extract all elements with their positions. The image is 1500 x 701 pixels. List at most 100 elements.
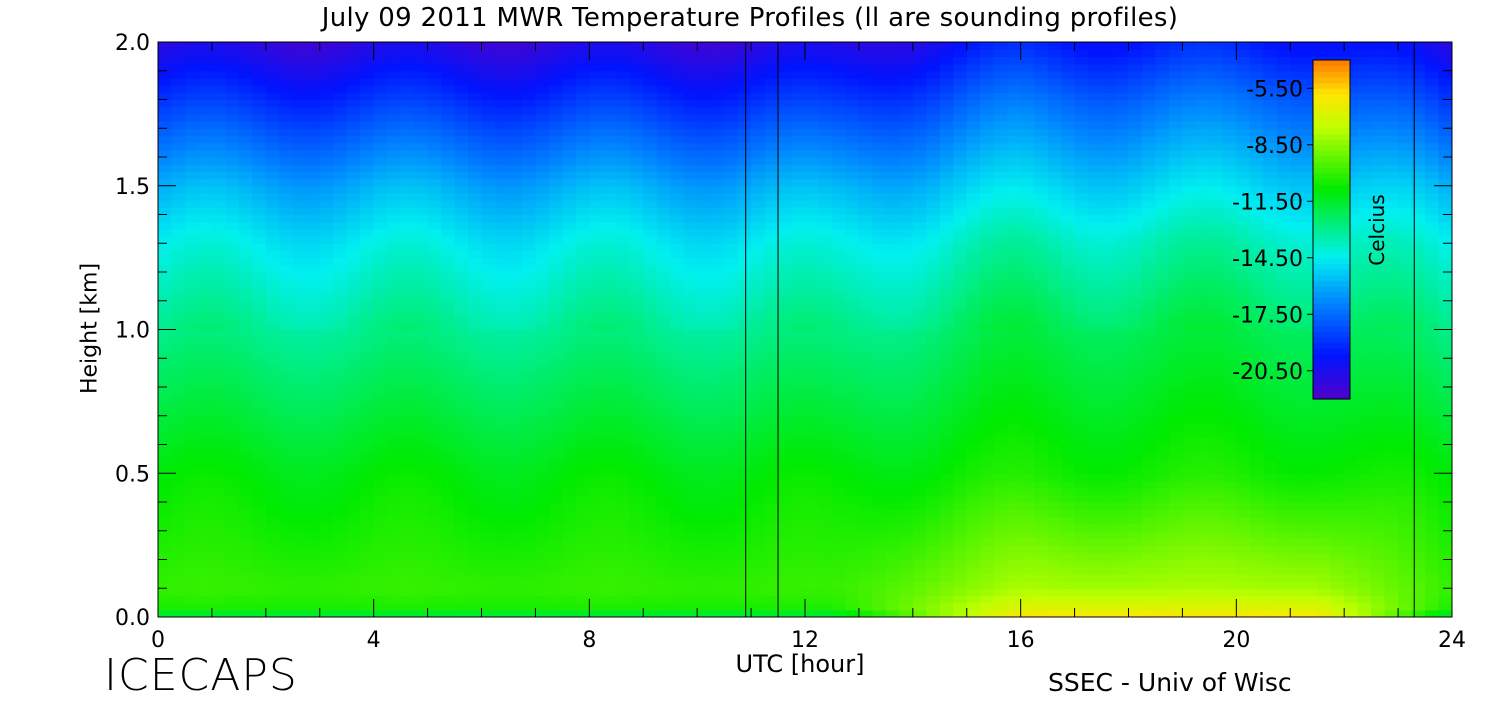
heatmap-cell: [360, 573, 375, 582]
heatmap-cell: [764, 444, 779, 453]
heatmap-cell: [616, 56, 631, 65]
heatmap-cell: [427, 142, 442, 151]
heatmap-cell: [872, 128, 887, 137]
heatmap-cell: [400, 286, 415, 295]
heatmap-cell: [805, 365, 820, 374]
heatmap-cell: [670, 545, 685, 553]
heatmap-cell: [737, 537, 752, 546]
heatmap-cell: [184, 516, 200, 525]
heatmap-cell: [373, 365, 388, 374]
heatmap-cell: [616, 566, 631, 575]
heatmap-cell: [616, 358, 631, 367]
heatmap-cell: [805, 408, 820, 417]
heatmap-cell: [387, 379, 402, 388]
heatmap-cell: [265, 509, 280, 517]
heatmap-cell: [629, 444, 644, 453]
heatmap-cell: [508, 178, 523, 187]
heatmap-cell: [616, 444, 631, 453]
heatmap-cell: [697, 351, 712, 359]
heatmap-cell: [683, 444, 698, 453]
heatmap-cell: [292, 49, 307, 57]
heatmap-cell: [427, 444, 442, 453]
heatmap-cell: [953, 63, 968, 72]
heatmap-cell: [171, 595, 186, 604]
heatmap-cell: [508, 315, 523, 323]
heatmap-cell: [831, 372, 847, 381]
heatmap-cell: [953, 458, 968, 467]
heatmap-cell: [643, 121, 658, 129]
heatmap-cell: [831, 272, 847, 280]
heatmap-cell: [912, 70, 927, 79]
heatmap-cell: [252, 236, 267, 244]
heatmap-cell: [238, 85, 253, 93]
heatmap-cell: [306, 228, 321, 237]
heatmap-cell: [710, 56, 725, 65]
heatmap-cell: [966, 372, 981, 381]
heatmap-cell: [279, 200, 294, 208]
heatmap-cell: [818, 228, 833, 237]
heatmap-cell: [656, 293, 671, 302]
heatmap-cell: [319, 315, 334, 323]
heatmap-cell: [238, 437, 253, 446]
heatmap-cell: [831, 379, 847, 388]
heatmap-cell: [939, 200, 954, 208]
heatmap-cell: [724, 228, 739, 237]
heatmap-cell: [858, 552, 873, 561]
heatmap-cell: [279, 286, 294, 295]
heatmap-cell: [279, 207, 294, 216]
heatmap-cell: [791, 135, 806, 144]
heatmap-cell: [953, 315, 968, 323]
heatmap-cell: [238, 250, 253, 259]
heatmap-cell: [885, 408, 900, 417]
heatmap-cell: [171, 42, 186, 50]
heatmap-cell: [373, 128, 388, 137]
heatmap-cell: [333, 228, 348, 237]
heatmap-cell: [427, 185, 442, 194]
heatmap-cell: [441, 207, 456, 216]
heatmap-cell: [643, 192, 658, 201]
heatmap-cell: [899, 379, 914, 388]
heatmap-cell: [333, 480, 348, 489]
heatmap-cell: [791, 573, 806, 582]
heatmap-cell: [427, 63, 442, 72]
heatmap-cell: [521, 466, 537, 474]
heatmap-cell: [818, 200, 833, 208]
heatmap-cell: [602, 286, 617, 295]
heatmap-cell: [629, 329, 644, 338]
heatmap-cell: [912, 595, 927, 604]
heatmap-cell: [643, 221, 658, 230]
heatmap-cell: [845, 588, 860, 597]
heatmap-cell: [751, 480, 766, 489]
heatmap-cell: [993, 372, 1008, 381]
heatmap-cell: [427, 480, 442, 489]
heatmap-cell: [778, 343, 793, 352]
heatmap-cell: [683, 437, 698, 446]
heatmap-cell: [751, 358, 766, 367]
heatmap-cell: [292, 588, 307, 597]
heatmap-cell: [333, 257, 348, 266]
heatmap-cell: [926, 523, 941, 532]
heatmap-cell: [939, 473, 954, 482]
heatmap-cell: [791, 351, 806, 359]
heatmap-cell: [548, 394, 563, 402]
heatmap-cell: [751, 394, 766, 402]
heatmap-cell: [629, 135, 644, 144]
heatmap-cell: [521, 171, 537, 180]
heatmap-cell: [818, 408, 833, 417]
heatmap-cell: [805, 552, 820, 561]
heatmap-cell: [710, 581, 725, 589]
heatmap-cell: [737, 437, 752, 446]
heatmap-cell: [198, 537, 213, 546]
heatmap-cell: [535, 372, 550, 381]
heatmap-cell: [252, 307, 267, 316]
heatmap-cell: [454, 343, 469, 352]
heatmap-cell: [575, 372, 590, 381]
heatmap-cell: [319, 502, 334, 510]
heatmap-cell: [508, 128, 523, 137]
heatmap-cell: [818, 487, 833, 496]
heatmap-cell: [737, 236, 752, 244]
heatmap-cell: [778, 494, 793, 503]
heatmap-cell: [279, 523, 294, 532]
heatmap-cell: [818, 307, 833, 316]
heatmap-cell: [265, 422, 280, 431]
